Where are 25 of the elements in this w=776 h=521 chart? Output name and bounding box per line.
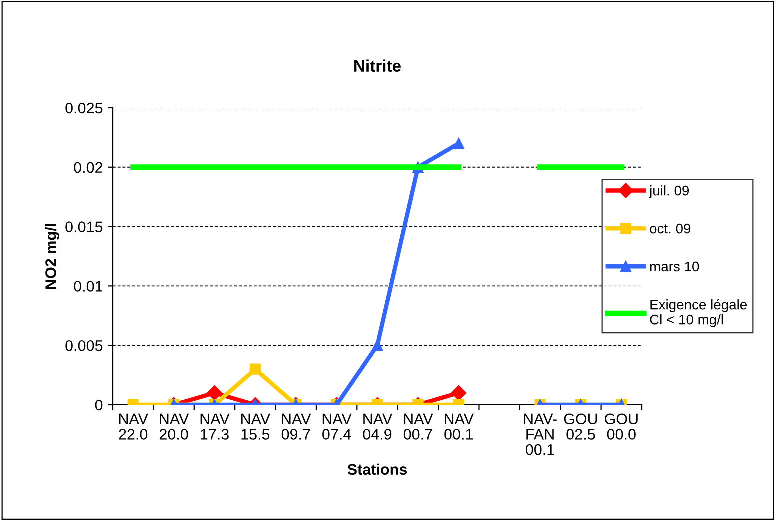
x-tick-label: NAV 20.0 xyxy=(160,414,190,440)
x-tick-label: NAV 07.4 xyxy=(322,414,352,440)
y-tick-label: 0.02 xyxy=(74,162,103,174)
legend-label: juil. 09 xyxy=(649,186,690,198)
x-tick-label: NAV 15.5 xyxy=(242,414,270,440)
legend-label: oct. 09 xyxy=(650,224,691,234)
legend-label: Exigence légale Cl < 10 mg/l xyxy=(650,299,747,328)
x-tick-label: NAV 00.7 xyxy=(404,414,434,440)
x-tick-label: NAV 17.3 xyxy=(200,414,230,440)
x-tick-label: NAV- FAN 00.1 xyxy=(524,414,557,456)
y-tick-label: 0.005 xyxy=(66,340,103,352)
x-tick-label: NAV 00.1 xyxy=(444,414,474,440)
y-tick-label: 0.01 xyxy=(74,281,103,292)
x-tick-label: NAV 22.0 xyxy=(119,414,148,440)
x-tick-label: NAV 09.7 xyxy=(282,414,312,440)
x-tick-label: GOU 00.0 xyxy=(605,414,638,440)
y-tick-label: 0.015 xyxy=(66,222,103,232)
chart-title: Nitrite xyxy=(354,60,402,72)
x-tick-label: NAV 04.9 xyxy=(363,414,393,440)
x-tick-label: GOU 02.5 xyxy=(564,414,598,440)
x-axis-title: Stations xyxy=(348,464,408,476)
y-tick-label: 0 xyxy=(95,400,103,411)
legend-label: mars 10 xyxy=(650,262,700,272)
y-tick-label: 0.025 xyxy=(66,102,103,114)
y-axis-title: NO2 mg/l xyxy=(45,224,60,290)
